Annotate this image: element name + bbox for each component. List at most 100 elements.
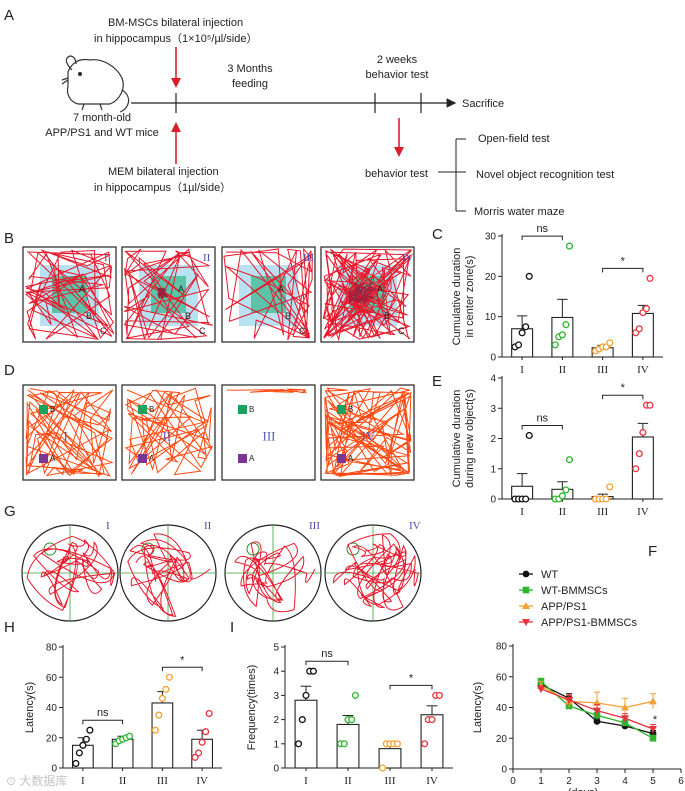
zone-label-c: C [398,326,405,336]
group-label: II [203,252,211,264]
zone-label-a: A [278,284,284,294]
panel-label-c: C [432,226,443,243]
x-tick-label: III [385,775,396,787]
data-point [639,428,647,437]
panel-label-f: F [648,543,657,560]
group-label: I [106,520,110,532]
center-cluster [348,281,376,304]
x-tick-label: I [304,775,308,787]
panel-d: D B A I B A II B A III B A IV [4,362,415,481]
x-tick-label: III [597,506,608,518]
data-point [646,274,654,282]
data-point [198,738,206,746]
data-point [565,456,574,464]
open-field-box-3: A BC III [221,246,316,343]
test-novel-object: Novel object recognition test [476,169,614,181]
object-label-b: B [149,405,154,414]
data-point [295,740,303,748]
novel-object-box-1: B A I [22,384,117,481]
data-point [428,716,436,724]
data-point [562,321,570,329]
data-point [525,431,533,440]
legend-swatch [522,602,530,609]
object-label-a: A [149,454,155,463]
data-point [351,691,359,699]
data-point [602,495,610,503]
group-label: III [263,429,276,444]
data-point [558,331,566,339]
object-label-a: A [249,454,255,463]
movement-track [324,387,412,478]
object-label-b: B [50,405,55,414]
y-axis-label: in center zone(s) [464,256,476,338]
data-point [421,740,429,748]
data-point [393,740,401,748]
data-point [205,709,213,718]
y-axis-label: Frequency(times) [246,665,258,751]
y-axis-label: during new object(s) [464,389,476,488]
test-bracket [438,138,466,212]
y-tick-label: 2 [490,434,496,445]
object-a-square [138,454,147,463]
y-tick-label: 0 [51,764,57,775]
open-field-box-4: A BC IV [320,246,415,343]
significance-bracket [389,684,433,690]
object-label-a: A [50,454,56,463]
data-point [642,305,650,313]
panel-label-h: H [4,619,15,636]
y-tick-label: 3 [273,691,279,702]
data-point [518,329,526,337]
data-point [340,740,348,748]
zone-label-a: A [377,284,383,294]
object-label-a: A [348,454,354,463]
novel-object-box-4: B A IV [320,384,415,481]
water-maze-pool-3: III [224,520,322,622]
group-label: II [204,520,212,532]
y-tick-label: 20 [485,272,497,283]
data-point [195,749,203,757]
zone-label-a: A [79,284,85,294]
zone-label-c: C [199,326,206,336]
novel-object-box-2: B A II [121,384,216,481]
object-a-square [238,454,247,463]
y-tick-label: 30 [485,232,497,243]
data-point [537,686,545,694]
legend-label: WT-BMMSCs [541,585,608,597]
chart-f: 0 20 40 60 80 0 1 2 3 4 5 6 (days) Latency(s) * WT WT-BM… [472,569,684,791]
panel-g: G I II III IV [4,503,422,622]
data-point [348,716,356,724]
data-point [155,711,163,719]
legend-label: APP/PS1-BMMSCs [541,617,637,629]
zone-label-b: B [285,311,291,321]
data-point [632,465,640,473]
data-point [565,696,573,704]
significance-bracket [602,394,644,400]
legend-swatch [522,586,530,594]
group-label: III [309,520,320,532]
group-label: I [104,252,108,264]
water-maze-pool-2: II [119,520,217,622]
x-tick-label: I [520,506,524,518]
swim-path [234,541,316,613]
significance-bracket [521,424,563,430]
significance-label: * [621,255,626,267]
data-point [72,759,80,768]
data-point [82,735,90,743]
y-tick-label: 1 [490,464,496,475]
group-label: III [303,252,314,264]
behavior-weeks-line1: 2 weeks [377,54,418,66]
y-tick-label: 3 [490,404,496,415]
y-tick-label: 4 [273,667,279,678]
mice-text-line2: APP/PS1 and WT mice [45,127,159,139]
group-label: I [64,429,68,444]
data-point [646,401,654,409]
object-b-square [337,405,346,414]
significance-label: ns [321,648,333,660]
data-point [309,667,317,675]
feeding-line1: 3 Months [227,63,273,75]
x-tick-label: 6 [678,776,684,787]
group-label: IV [362,429,376,444]
data-point [515,341,523,349]
